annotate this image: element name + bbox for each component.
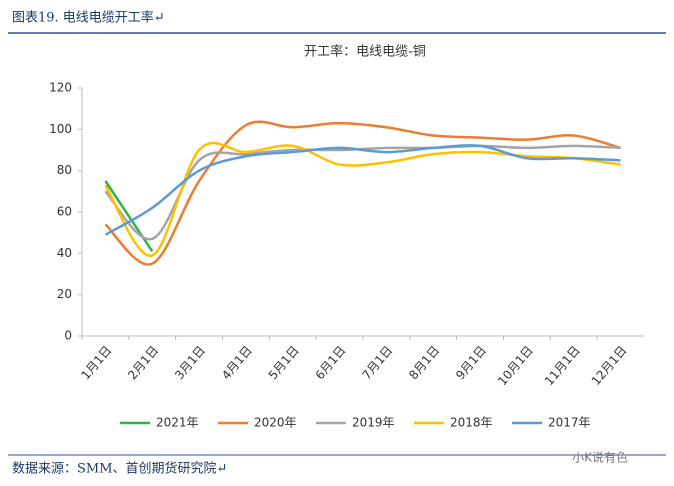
y-tick-label: 80 bbox=[57, 163, 72, 177]
watermark: 小K说有色 bbox=[572, 450, 628, 465]
series-line bbox=[104, 180, 154, 252]
legend-label: 2021年 bbox=[156, 416, 199, 430]
y-tick-label: 0 bbox=[64, 329, 72, 343]
y-tick-label: 120 bbox=[49, 81, 72, 95]
header: 图表19. 电线电缆开工率↵ bbox=[12, 10, 165, 26]
y-tick-label: 40 bbox=[57, 246, 72, 260]
y-tick-label: 100 bbox=[49, 122, 72, 136]
series-line bbox=[104, 144, 621, 236]
y-tick-label: 60 bbox=[57, 205, 72, 219]
series-line bbox=[104, 141, 621, 257]
series-line bbox=[104, 120, 621, 266]
chart-title: 开工率：电线电缆-铜 bbox=[304, 44, 426, 60]
legend-label: 2020年 bbox=[254, 416, 297, 430]
legend-label: 2018年 bbox=[450, 416, 493, 430]
y-tick-label: 20 bbox=[57, 287, 72, 301]
footer: 数据来源：SMM、首创期货研究院↵ bbox=[12, 461, 227, 477]
legend-label: 2019年 bbox=[352, 416, 395, 430]
legend-label: 2017年 bbox=[548, 416, 591, 430]
